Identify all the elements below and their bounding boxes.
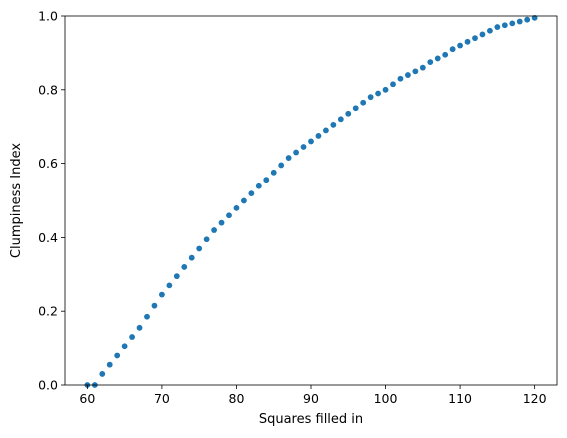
data-point — [337, 116, 344, 123]
data-point — [434, 55, 441, 62]
data-point — [487, 27, 493, 34]
data-point — [226, 212, 232, 219]
data-point — [241, 197, 247, 204]
data-point — [114, 352, 121, 359]
x-tick-label: 100 — [374, 391, 398, 406]
data-point — [144, 313, 150, 320]
x-tick-label: 60 — [79, 391, 95, 406]
x-tick-label: 110 — [448, 391, 472, 406]
data-point — [263, 177, 270, 184]
data-point — [181, 264, 188, 270]
y-tick-label: 0.8 — [38, 82, 58, 97]
data-point — [501, 22, 508, 29]
data-point — [188, 254, 195, 261]
data-point — [524, 16, 531, 23]
data-point — [308, 138, 314, 145]
x-axis-ticks: 60 70 80 90 100 110 120 — [79, 385, 547, 406]
data-point — [99, 371, 106, 377]
data-point — [151, 302, 158, 309]
data-point — [166, 282, 173, 289]
y-tick-label: 0.2 — [38, 304, 58, 319]
data-point — [479, 31, 486, 38]
x-axis-label: Squares filled in — [259, 412, 363, 427]
data-point — [121, 343, 128, 350]
data-point — [367, 94, 374, 101]
data-point — [390, 81, 396, 88]
data-point — [360, 99, 367, 106]
data-point — [345, 110, 352, 117]
data-point — [196, 245, 203, 252]
y-axis-label: Clumpiness Index — [9, 143, 24, 258]
y-axis-ticks: 0.0 0.2 0.4 0.6 0.8 1.0 — [38, 9, 65, 393]
data-point — [159, 291, 165, 298]
y-tick-label: 0.4 — [38, 230, 58, 245]
data-point — [136, 324, 143, 331]
data-point — [375, 90, 381, 97]
data-point — [218, 219, 225, 226]
data-point — [323, 127, 329, 134]
data-point — [442, 51, 449, 58]
data-point — [233, 204, 240, 211]
data-point — [472, 35, 478, 42]
y-tick-label: 0.0 — [38, 378, 58, 393]
data-point — [203, 236, 210, 243]
data-point — [494, 24, 501, 30]
data-point — [397, 75, 404, 82]
data-point — [106, 361, 113, 368]
data-point — [352, 105, 359, 112]
data-point — [509, 20, 516, 27]
x-tick-label: 90 — [303, 391, 319, 406]
data-point — [129, 334, 135, 340]
data-point — [270, 169, 277, 176]
data-point — [173, 273, 180, 280]
data-point — [300, 144, 307, 150]
data-point — [419, 64, 426, 71]
data-point — [330, 121, 337, 128]
data-point — [457, 42, 463, 49]
y-tick-label: 0.6 — [38, 156, 58, 171]
x-tick-label: 120 — [523, 391, 547, 406]
data-point — [315, 133, 322, 139]
data-point — [285, 155, 292, 161]
data-point — [405, 72, 411, 78]
y-tick-label: 1.0 — [38, 9, 58, 24]
data-point — [255, 182, 262, 189]
x-tick-label: 70 — [154, 391, 170, 406]
data-point — [464, 38, 471, 45]
data-point — [427, 59, 434, 66]
data-point — [278, 162, 285, 169]
data-point — [516, 18, 523, 25]
x-tick-label: 80 — [229, 391, 245, 406]
data-point — [248, 190, 255, 197]
data-point — [449, 46, 456, 53]
data-points — [84, 14, 538, 388]
data-point — [211, 227, 217, 233]
data-point — [412, 68, 419, 75]
data-point — [293, 149, 299, 156]
data-point — [382, 86, 389, 93]
